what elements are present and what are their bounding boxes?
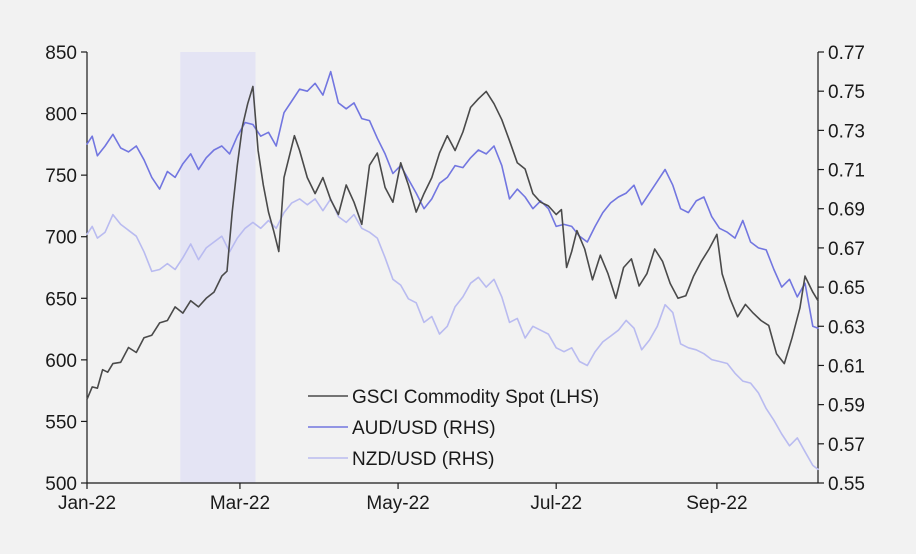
x-tick-label: Jan-22	[58, 493, 116, 514]
y-left-tick-label: 600	[45, 351, 77, 372]
x-tick-label: May-22	[366, 493, 429, 514]
y-left-tick-label: 850	[45, 43, 77, 64]
y-left-tick-label: 550	[45, 412, 77, 433]
series-line-0	[86, 85, 819, 401]
y-right-tick-label: 0.61	[828, 356, 865, 377]
x-tick-label: Mar-22	[210, 493, 270, 514]
y-right-tick-label: 0.67	[828, 239, 865, 260]
y-left-tick-label: 650	[45, 289, 77, 310]
y-right-tick-label: 0.75	[828, 82, 865, 103]
y-left-tick-label: 700	[45, 228, 77, 249]
y-left-tick-label: 800	[45, 105, 77, 126]
y-right-tick-label: 0.77	[828, 43, 865, 64]
legend: GSCI Commodity Spot (LHS) AUD/USD (RHS) NZ…	[308, 387, 599, 470]
legend-label: AUD/USD (RHS)	[352, 418, 496, 439]
y-right-tick-label: 0.57	[828, 435, 865, 456]
axes-layer: 500 550 600 650 700 750 800 850 0.55 0.57 0.59 0.61…	[45, 43, 865, 514]
y-right-tick-label: 0.59	[828, 396, 865, 417]
legend-label: NZD/USD (RHS)	[352, 449, 495, 470]
y-right-tick-label: 0.55	[828, 474, 865, 495]
y-right-tick-label: 0.73	[828, 121, 865, 142]
series-line-1	[86, 70, 819, 330]
y-right-tick-label: 0.71	[828, 161, 865, 182]
series-layer	[86, 70, 819, 471]
y-right-tick-label: 0.63	[828, 317, 865, 338]
series-line-2	[86, 198, 819, 471]
y-left-tick-label: 500	[45, 474, 77, 495]
y-left-tick-label: 750	[45, 166, 77, 187]
legend-label: GSCI Commodity Spot (LHS)	[352, 387, 599, 408]
x-tick-label: Sep-22	[686, 493, 747, 514]
y-right-tick-label: 0.69	[828, 200, 865, 221]
y-right-tick-label: 0.65	[828, 278, 865, 299]
x-tick-label: Jul-22	[530, 493, 582, 514]
